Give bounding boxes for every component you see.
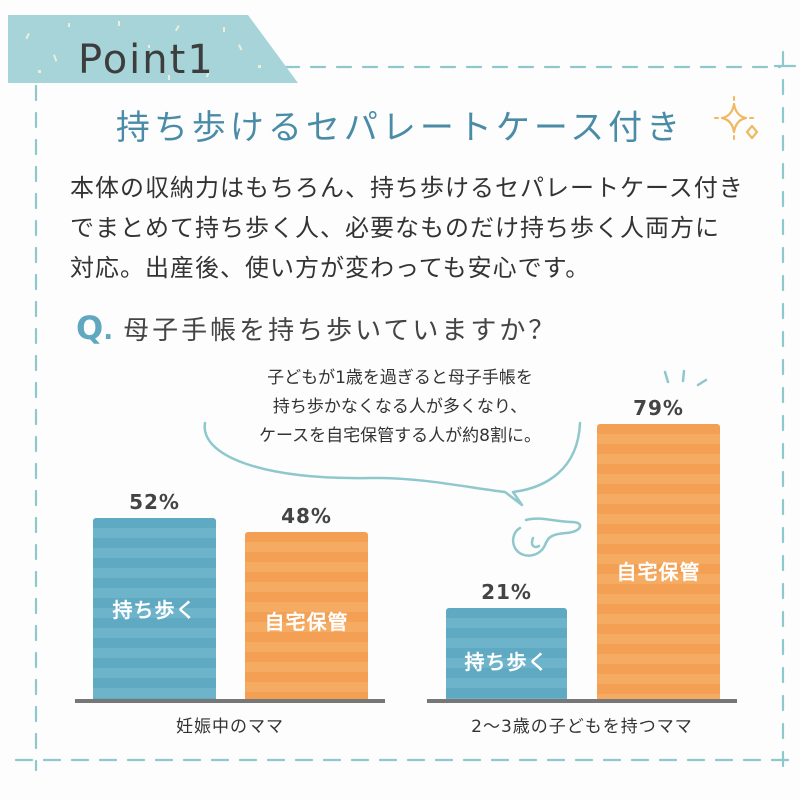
bar-label: 自宅保管 <box>264 610 349 634</box>
bar-carry: 持ち歩く <box>446 608 567 700</box>
speech-bubble-text: 子どもが1歳を過ぎると母子手帳を 持ち歩かなくなる人が多くなり、 ケースを自宅保… <box>220 364 580 451</box>
question: Q. 母子手帳を持ち歩いていますか？ <box>76 306 557 353</box>
tag-banner-shape <box>8 15 298 83</box>
bar-carry: 持ち歩く <box>93 518 216 700</box>
sparkle-icon <box>714 96 759 140</box>
q-dot: . <box>103 316 114 346</box>
baseline <box>75 699 385 703</box>
bubble-line: 子どもが1歳を過ぎると母子手帳を <box>267 368 533 388</box>
q-mark: Q <box>76 309 104 347</box>
tag-label: Point1 <box>78 37 215 83</box>
value-label: 79% <box>633 396 684 420</box>
group-label: 妊娠中のママ <box>176 717 284 737</box>
bar-label: 持ち歩く <box>112 598 197 622</box>
bar-home-storage: 自宅保管 <box>245 532 368 700</box>
page-title: 持ち歩けるセパレートケース付き <box>115 108 685 148</box>
value-label: 21% <box>481 580 532 604</box>
bubble-line: 持ち歩かなくなる人が多くなり、 <box>272 397 528 417</box>
bubble-line: ケースを自宅保管する人が約8割に。 <box>259 426 541 446</box>
description-line: 本体の収納力はもちろん、持ち歩けるセパレートケース付き <box>70 174 744 202</box>
value-label: 48% <box>281 504 332 528</box>
bar-home-storage: 自宅保管 <box>597 424 720 700</box>
description: 本体の収納力はもちろん、持ち歩けるセパレートケース付き でまとめて持ち歩く人、必… <box>70 168 770 288</box>
point-tag: Point1 <box>8 15 298 83</box>
bar-label: 持ち歩く <box>464 650 549 674</box>
value-label: 52% <box>129 490 180 514</box>
question-text: 母子手帳を持ち歩いていますか？ <box>123 316 558 346</box>
description-line: でまとめて持ち歩く人、必要なものだけ持ち歩く人両方に <box>70 214 720 242</box>
bar-label: 自宅保管 <box>616 560 701 584</box>
group-label: 2〜3歳の子どもを持つママ <box>471 717 693 737</box>
description-line: 対応。出産後、使い方が変わっても安心です。 <box>70 254 591 282</box>
baseline <box>427 699 737 703</box>
